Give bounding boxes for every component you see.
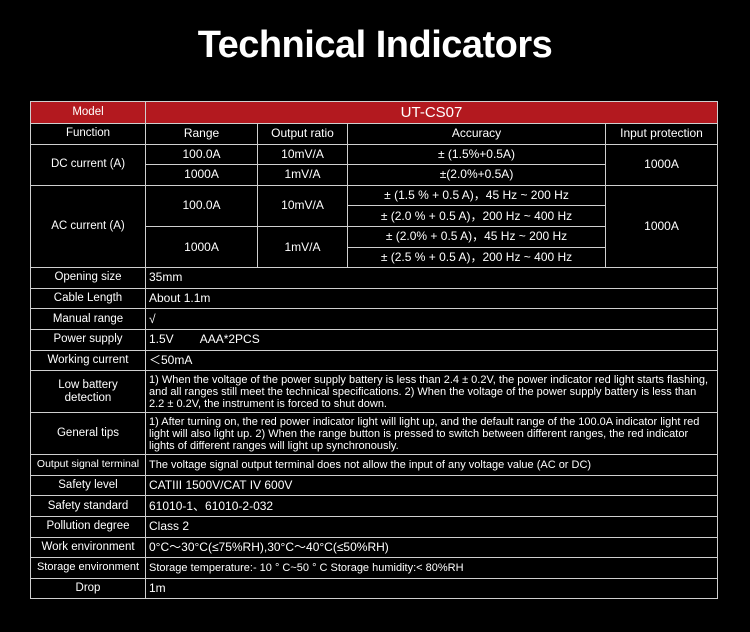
spec-label: Pollution degree bbox=[30, 515, 146, 538]
spec-row: Manual range √ bbox=[30, 308, 718, 330]
spec-value: CATIII 1500V/CAT IV 600V bbox=[145, 474, 718, 497]
spec-row: Opening size 35mm bbox=[30, 267, 718, 289]
spec-label: Drop bbox=[30, 577, 146, 600]
ac-row: AC current (A) 100.0A 10mV/A ± (1.5 % + … bbox=[30, 184, 718, 269]
dc-range: 100.0A bbox=[145, 143, 258, 166]
spec-row: Low battery detection 1) When the voltage… bbox=[30, 370, 718, 414]
spec-value: Storage temperature:- 10 ° C~50 ° C Stor… bbox=[145, 557, 718, 579]
col-range: Range bbox=[145, 123, 258, 145]
spec-value: 35mm bbox=[145, 267, 718, 289]
page-title: Technical Indicators bbox=[197, 24, 553, 66]
spec-label: Storage environment bbox=[30, 557, 146, 579]
dc-accuracy: ±(2.0%+0.5A) bbox=[347, 164, 606, 186]
dc-label: DC current (A) bbox=[30, 143, 146, 186]
ac-accuracy: ± (2.0 % + 0.5 A)，200 Hz ~ 400 Hz bbox=[347, 205, 606, 227]
spec-label: Low battery detection bbox=[30, 370, 146, 414]
spec-value: The voltage signal output terminal does … bbox=[145, 454, 718, 476]
ac-row: 1000A 1mV/A ± (2.0% + 0.5 A)，45 Hz ~ 200… bbox=[31, 225, 718, 269]
header-row: Function Range Output ratio Accuracy Inp… bbox=[30, 123, 718, 145]
dc-ratio: 10mV/A bbox=[257, 143, 348, 166]
spec-row: Safety standard 61010-1、61010-2-032 bbox=[30, 495, 718, 517]
spec-value: 1) After turning on, the red power indic… bbox=[145, 412, 718, 456]
spec-label: Work environment bbox=[30, 536, 146, 559]
spec-value: About 1.1m bbox=[145, 287, 718, 310]
ac-row: ± (2.5 % + 0.5 A)，200 Hz ~ 400 Hz bbox=[31, 246, 718, 269]
ac-ratio: 10mV/A bbox=[257, 184, 348, 227]
spec-value: √ bbox=[145, 308, 718, 330]
spec-value: ＜50mA bbox=[145, 349, 718, 372]
spec-label: Safety standard bbox=[30, 495, 146, 517]
spec-value: Class 2 bbox=[145, 515, 718, 538]
ac-range: 1000A bbox=[145, 225, 258, 269]
ac-accuracy: ± (1.5 % + 0.5 A)，45 Hz ~ 200 Hz bbox=[347, 184, 606, 207]
col-function: Function bbox=[30, 123, 146, 145]
spec-label: Cable Length bbox=[30, 287, 146, 310]
spec-row: Cable Length About 1.1m bbox=[30, 287, 718, 310]
spec-row: Safety level CATIII 1500V/CAT IV 600V bbox=[30, 474, 718, 497]
dc-ratio: 1mV/A bbox=[257, 164, 348, 186]
spec-label: Manual range bbox=[30, 308, 146, 330]
col-accuracy: Accuracy bbox=[347, 123, 606, 145]
spec-value: 0°C～30°C(≤75%RH),30°C～40°C(≤50%RH) bbox=[145, 536, 718, 559]
spec-row: Power supply 1.5V AAA*2PCS bbox=[30, 328, 718, 351]
spec-label: Safety level bbox=[30, 474, 146, 497]
model-value: UT-CS07 bbox=[145, 101, 718, 124]
spec-table: Model UT-CS07 Function Range Output rati… bbox=[30, 101, 718, 600]
spec-value: 1.5V AAA*2PCS bbox=[145, 328, 718, 351]
spec-row: Work environment 0°C～30°C(≤75%RH),30°C～40… bbox=[30, 536, 718, 559]
ac-label: AC current (A) bbox=[30, 184, 146, 269]
model-row: Model UT-CS07 bbox=[30, 101, 718, 124]
col-output-ratio: Output ratio bbox=[257, 123, 348, 145]
spec-label: General tips bbox=[30, 412, 146, 456]
spec-row: General tips 1) After turning on, the red… bbox=[30, 412, 718, 456]
spec-label: Power supply bbox=[30, 328, 146, 351]
ac-range: 100.0A bbox=[145, 184, 258, 227]
ac-accuracy: ± (2.0% + 0.5 A)，45 Hz ~ 200 Hz bbox=[347, 225, 606, 248]
spec-value: 1m bbox=[145, 577, 718, 600]
ac-protection: 1000A bbox=[605, 184, 718, 269]
spec-row: Drop 1m bbox=[30, 577, 718, 600]
spec-row: Working current ＜50mA bbox=[30, 349, 718, 372]
dc-row: DC current (A) 100.0A 10mV/A ± (1.5%+0.5… bbox=[30, 143, 718, 186]
spec-label: Opening size bbox=[30, 267, 146, 289]
spec-value: 1) When the voltage of the power supply … bbox=[145, 370, 718, 414]
spec-label: Working current bbox=[30, 349, 146, 372]
ac-ratio: 1mV/A bbox=[257, 225, 348, 269]
col-input-protection: Input protection bbox=[605, 123, 718, 145]
dc-range: 1000A bbox=[145, 164, 258, 186]
model-label: Model bbox=[30, 101, 146, 124]
spec-value: 61010-1、61010-2-032 bbox=[145, 495, 718, 517]
spec-row: Storage environment Storage temperature:-… bbox=[30, 557, 718, 579]
ac-accuracy: ± (2.5 % + 0.5 A)，200 Hz ~ 400 Hz bbox=[347, 246, 606, 269]
dc-accuracy: ± (1.5%+0.5A) bbox=[347, 143, 606, 166]
spec-row: Output signal terminal The voltage signal… bbox=[30, 454, 718, 476]
spec-row: Pollution degree Class 2 bbox=[30, 515, 718, 538]
spec-label: Output signal terminal bbox=[30, 454, 146, 476]
dc-protection: 1000A bbox=[605, 143, 718, 186]
